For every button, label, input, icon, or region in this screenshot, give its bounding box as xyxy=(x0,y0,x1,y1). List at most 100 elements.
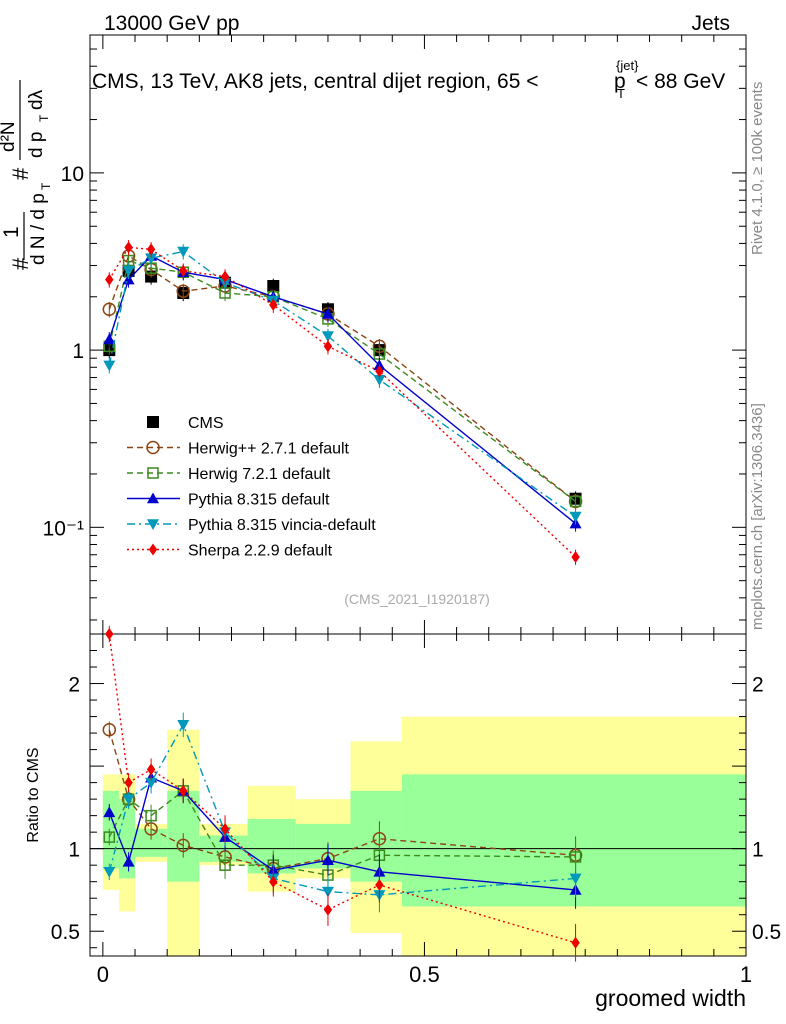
marker-triangle-down xyxy=(147,519,159,530)
svg-text:T: T xyxy=(37,114,51,122)
legend-label: CMS xyxy=(188,415,224,432)
xlabel: groomed width xyxy=(595,985,746,1011)
y-tick-label-main: 1 xyxy=(72,340,84,363)
legend-item-sherpa: Sherpa 2.2.9 default xyxy=(127,543,333,560)
marker-circle xyxy=(176,838,191,853)
ratio-series xyxy=(102,625,583,962)
ylabel-main: # 1 d N / d p T # d²N d p T dλ xyxy=(0,80,53,270)
main-axes: 10⁻¹ 1 10 xyxy=(43,34,747,634)
marker-triangle-up xyxy=(321,854,334,866)
x-tick-label: 0 xyxy=(97,962,109,987)
side-mcplots: mcplots.cern.ch [arXiv:1306.3436] xyxy=(749,403,766,630)
main-title-p: p xyxy=(614,70,626,93)
series-pythia xyxy=(103,248,582,532)
marker-square-open xyxy=(145,809,157,822)
legend-item-herwig-7: Herwig 7.2.1 default xyxy=(127,466,331,483)
marker-diamond xyxy=(269,875,278,888)
main-title-text: CMS, 13 TeV, AK8 jets, central dijet reg… xyxy=(92,70,539,93)
legend-label: Herwig++ 2.7.1 default xyxy=(188,441,350,458)
series-line xyxy=(108,723,576,896)
legend-label: Sherpa 2.2.9 default xyxy=(188,543,333,560)
svg-text:1: 1 xyxy=(0,226,23,238)
x-tick-label: 0.5 xyxy=(409,962,440,987)
marker-diamond xyxy=(124,241,133,254)
legend-item-pythia: Pythia 8.315 default xyxy=(127,492,330,509)
svg-text:CMS, 13 TeV, AK8 jets, central: CMS, 13 TeV, AK8 jets, central dijet reg… xyxy=(92,70,539,93)
marker-triangle-down xyxy=(321,331,334,343)
analysis-id: (CMS_2021_I1920187) xyxy=(344,591,490,607)
marker-circle xyxy=(102,302,117,317)
y-tick-label-ratio-right: 0.5 xyxy=(752,921,781,944)
main-title-sup: {jet} xyxy=(616,58,639,73)
header-right: Jets xyxy=(691,12,730,35)
legend-item-herwig-pp: Herwig++ 2.7.1 default xyxy=(127,441,350,458)
marker-square-open xyxy=(569,495,582,508)
legend-label: Pythia 8.315 vincia-default xyxy=(188,517,376,534)
legend-label: Pythia 8.315 default xyxy=(188,492,330,509)
ylabel-ratio: Ratio to CMS xyxy=(25,747,42,842)
marker-diamond xyxy=(375,365,384,378)
marker-triangle-down xyxy=(103,360,116,372)
marker-triangle-down xyxy=(122,794,135,806)
ratio-axes: 0.5 0.5 1 1 2 2 xyxy=(51,634,781,956)
marker-triangle-down xyxy=(177,246,190,258)
y-tick-label-ratio: 1 xyxy=(68,839,80,862)
marker-square-open xyxy=(219,859,231,871)
marker-triangle-down xyxy=(145,777,158,789)
marker-diamond xyxy=(220,822,230,835)
marker-triangle-up xyxy=(321,307,334,319)
marker-diamond xyxy=(124,776,133,789)
y-tick-label-ratio: 2 xyxy=(68,674,80,697)
marker-triangle-up xyxy=(122,273,135,285)
marker-diamond xyxy=(148,543,158,556)
marker-square xyxy=(267,280,280,293)
marker-triangle-down xyxy=(321,886,334,898)
main-title-end: < 88 GeV xyxy=(636,70,725,93)
main-title-sub: T xyxy=(617,86,625,101)
marker-triangle-up xyxy=(103,806,116,818)
marker-diamond xyxy=(571,936,580,949)
marker-diamond xyxy=(105,273,114,286)
marker-square-open xyxy=(147,467,159,479)
series-line xyxy=(108,789,576,876)
ratio-frame xyxy=(89,633,747,957)
marker-diamond xyxy=(179,264,188,277)
marker-square xyxy=(147,416,159,428)
legend-label: Herwig 7.2.1 default xyxy=(188,466,331,483)
marker-triangle-down xyxy=(177,720,190,731)
marker-triangle-down xyxy=(145,253,158,265)
series-herwig-7 xyxy=(103,253,582,510)
svg-text:#: # xyxy=(8,167,33,180)
marker-diamond xyxy=(269,298,278,311)
side-rivet: Rivet 4.1.0, ≥ 100k events xyxy=(749,82,766,255)
series-sherpa xyxy=(105,240,580,566)
marker-triangle-up xyxy=(103,333,116,345)
marker-triangle-up xyxy=(147,492,159,504)
svg-text:#: # xyxy=(8,257,33,270)
y-tick-label-main: 10 xyxy=(61,163,84,186)
marker-circle xyxy=(146,440,160,455)
main-title: CMS, 13 TeV, AK8 jets, central dijet reg… xyxy=(92,58,725,101)
marker-triangle-down xyxy=(569,511,582,523)
svg-text:dλ: dλ xyxy=(26,89,47,110)
marker-circle xyxy=(176,284,191,298)
series-line xyxy=(108,729,576,870)
ratio-bands xyxy=(102,716,746,956)
marker-triangle-down xyxy=(103,866,116,878)
x-tick-labels: 0 0.5 1 xyxy=(97,962,752,987)
marker-triangle-up xyxy=(122,855,135,867)
series-pythia-vincia xyxy=(103,244,582,525)
marker-triangle-down xyxy=(373,374,386,386)
legend-item-pythia-vincia: Pythia 8.315 vincia-default xyxy=(127,517,376,534)
y-tick-label-main: 10⁻¹ xyxy=(43,517,84,540)
marker-diamond xyxy=(179,784,188,797)
main-series xyxy=(102,240,583,566)
marker-diamond xyxy=(220,270,230,283)
marker-diamond xyxy=(323,903,333,916)
y-tick-label-ratio-right: 1 xyxy=(752,839,764,862)
y-tick-label-ratio: 0.5 xyxy=(51,921,80,944)
marker-diamond xyxy=(323,340,333,353)
svg-text:d p: d p xyxy=(26,132,47,158)
band-inner xyxy=(401,774,746,907)
